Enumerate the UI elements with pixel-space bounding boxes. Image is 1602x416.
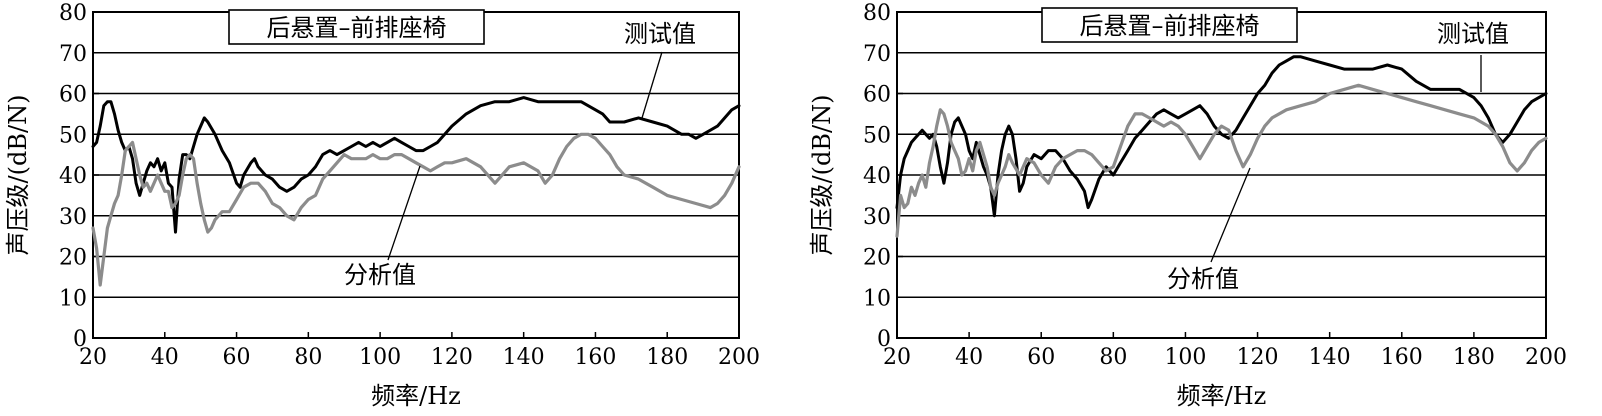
annotation-label-measured: 测试值 xyxy=(624,20,696,48)
x-tick-label: 120 xyxy=(431,345,473,370)
x-tick-label: 160 xyxy=(574,345,616,370)
x-tick-label: 80 xyxy=(294,345,322,370)
x-tick-label: 140 xyxy=(503,345,545,370)
y-tick-label: 30 xyxy=(863,205,891,230)
x-tick-label: 80 xyxy=(1099,345,1127,370)
y-tick-label: 70 xyxy=(863,42,891,67)
x-tick-label: 100 xyxy=(359,345,401,370)
y-tick-label: 20 xyxy=(863,246,891,271)
y-tick-label: 0 xyxy=(73,327,87,352)
series-line-measured xyxy=(91,96,741,234)
y-tick-label: 40 xyxy=(863,164,891,189)
chart-title: 后悬置–前排座椅 xyxy=(267,14,447,42)
chart-panel-2: 0 10 20 30 40 50 60 70 80 20 40 60 80 100 120 140 160 180… xyxy=(808,1,1567,410)
y-axis-label: 声压级/(dB/N) xyxy=(808,95,836,256)
y-tick-label: 60 xyxy=(59,83,87,108)
chart-title-box xyxy=(1041,7,1298,43)
y-tick-label: 20 xyxy=(59,246,87,271)
x-tick-label: 40 xyxy=(151,345,179,370)
y-tick-label: 50 xyxy=(863,123,891,148)
chart-title: 后悬置–前排座椅 xyxy=(1080,12,1260,40)
x-tick-label: 140 xyxy=(1309,345,1351,370)
x-tick-label: 100 xyxy=(1164,345,1206,370)
x-axis-label: 频率/Hz xyxy=(371,382,461,410)
series-line-measured xyxy=(895,55,1548,218)
annotation-label-analysis: 分析值 xyxy=(344,261,416,289)
y-tick-label: 50 xyxy=(59,123,87,148)
y-tick-label: 70 xyxy=(59,42,87,67)
x-tick-label: 40 xyxy=(955,345,983,370)
chart-title-box xyxy=(228,9,485,45)
y-tick-label: 10 xyxy=(59,286,87,311)
y-tick-label: 0 xyxy=(877,327,891,352)
series-line-analysis xyxy=(895,83,1548,238)
x-tick-label: 20 xyxy=(79,345,107,370)
x-axis-label: 频率/Hz xyxy=(1177,382,1267,410)
y-axis-label: 声压级/(dB/N) xyxy=(4,95,32,256)
series-line-analysis xyxy=(91,132,741,287)
x-tick-label: 60 xyxy=(223,345,251,370)
x-tick-label: 160 xyxy=(1381,345,1423,370)
y-tick-label: 40 xyxy=(59,164,87,189)
y-tick-label: 10 xyxy=(863,286,891,311)
x-tick-label: 20 xyxy=(883,345,911,370)
x-tick-label: 200 xyxy=(718,345,760,370)
x-tick-label: 180 xyxy=(646,345,688,370)
x-tick-label: 120 xyxy=(1237,345,1279,370)
y-tick-label: 80 xyxy=(59,1,87,26)
y-tick-label: 30 xyxy=(59,205,87,230)
annotation-leader-line xyxy=(387,165,421,261)
x-tick-label: 180 xyxy=(1453,345,1495,370)
annotation-leader-line xyxy=(1210,167,1251,263)
annotation-leader-line xyxy=(641,51,663,119)
annotation-label-measured: 测试值 xyxy=(1437,20,1509,48)
x-tick-label: 200 xyxy=(1525,345,1567,370)
y-tick-label: 60 xyxy=(863,83,891,108)
annotation-label-analysis: 分析值 xyxy=(1167,265,1239,293)
chart-panel-1: 0 10 20 30 40 50 60 70 80 20 40 60 80 100 120 140 160 180… xyxy=(4,1,760,410)
x-tick-label: 60 xyxy=(1027,345,1055,370)
y-tick-label: 80 xyxy=(863,1,891,26)
